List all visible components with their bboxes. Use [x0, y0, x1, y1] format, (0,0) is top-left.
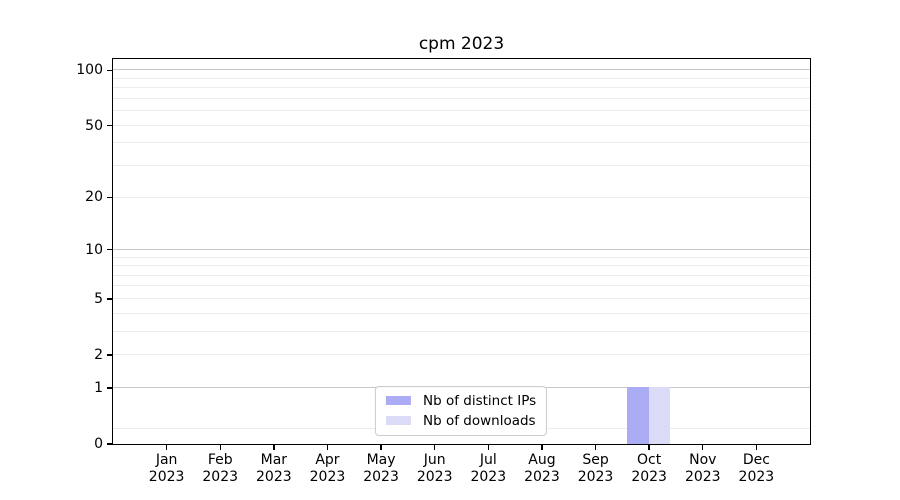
- x-tick-label-line: Jun: [423, 452, 446, 468]
- x-tick-mark-jan-2023: [165, 445, 168, 451]
- x-tick-label-mar-2023: Mar 2023: [244, 452, 304, 486]
- x-tick-label-aug-2023: Aug 2023: [512, 452, 572, 486]
- x-tick-label-line: Sep: [582, 452, 609, 468]
- y-tick-mark-10: [107, 249, 112, 251]
- x-tick-label-jun-2023: Jun 2023: [405, 452, 465, 486]
- gridline-90: [112, 77, 810, 79]
- x-tick-label-line: 2023: [684, 469, 721, 485]
- gridline-50: [112, 124, 810, 126]
- bar-nb-of-distinct-ips-oct-2023: [627, 387, 649, 444]
- legend-item-downloads: Nb of downloads: [386, 413, 536, 429]
- x-tick-mark-sep-2023: [594, 445, 597, 451]
- x-tick-mark-dec-2023: [755, 445, 758, 451]
- y-tick-mark-0: [107, 443, 112, 445]
- legend-swatch-distinct-ips: [386, 396, 412, 406]
- x-tick-label-line: 2023: [738, 469, 775, 485]
- legend-swatch-downloads: [386, 416, 412, 426]
- gridline-30: [112, 164, 810, 166]
- y-tick-label-5: 5: [94, 290, 103, 307]
- x-tick-label-nov-2023: Nov 2023: [673, 452, 733, 486]
- x-tick-label-line: Apr: [315, 452, 340, 468]
- x-tick-label-line: Mar: [260, 452, 288, 468]
- x-tick-label-oct-2023: Oct 2023: [619, 452, 679, 486]
- legend-label-downloads: Nb of downloads: [423, 412, 536, 429]
- x-tick-label-line: 2023: [416, 469, 453, 485]
- gridline-10: [112, 248, 810, 250]
- y-tick-mark-5: [107, 298, 112, 300]
- gridline-7: [112, 274, 810, 276]
- legend-label-distinct-ips: Nb of distinct IPs: [423, 392, 537, 409]
- x-tick-mark-oct-2023: [648, 445, 650, 451]
- y-tick-label-50: 50: [85, 117, 103, 134]
- x-tick-label-line: Dec: [742, 452, 770, 468]
- gridline-3: [112, 330, 810, 332]
- x-tick-label-line: Nov: [689, 452, 717, 468]
- x-tick-label-jan-2023: Jan 2023: [137, 452, 197, 486]
- gridline-4: [112, 312, 810, 314]
- gridline-60: [112, 110, 810, 112]
- x-tick-mark-jul-2023: [487, 445, 489, 451]
- x-tick-label-may-2023: May 2023: [351, 452, 411, 486]
- x-tick-label-sep-2023: Sep 2023: [566, 452, 626, 486]
- x-tick-label-line: 2023: [631, 469, 667, 485]
- gridline-100: [112, 69, 810, 71]
- y-tick-label-0: 0: [94, 436, 103, 452]
- chart-title: cpm 2023: [418, 34, 505, 54]
- y-tick-mark-1: [107, 387, 112, 389]
- plot-area: Nb of distinct IPs Nb of downloads: [111, 57, 811, 445]
- x-tick-label-line: Oct: [637, 452, 662, 468]
- x-tick-label-line: 2023: [256, 469, 292, 485]
- x-tick-label-jul-2023: Jul 2023: [458, 452, 518, 486]
- x-tick-label-dec-2023: Dec 2023: [726, 452, 786, 486]
- gridline-20: [112, 196, 810, 198]
- x-tick-mark-may-2023: [380, 445, 382, 451]
- x-tick-label-line: Feb: [207, 452, 233, 468]
- gridline-40: [112, 142, 810, 144]
- y-tick-mark-100: [107, 69, 112, 71]
- x-tick-label-apr-2023: Apr 2023: [297, 452, 357, 486]
- x-tick-label-line: 2023: [470, 469, 507, 485]
- y-tick-mark-2: [107, 354, 112, 356]
- x-tick-label-feb-2023: Feb 2023: [190, 452, 250, 486]
- gridline-5: [112, 297, 810, 299]
- gridline-80: [112, 87, 810, 89]
- x-tick-label-line: Aug: [528, 452, 556, 468]
- gridline-6: [112, 285, 810, 287]
- gridline-70: [112, 97, 810, 99]
- legend-item-distinct-ips: Nb of distinct IPs: [386, 393, 536, 409]
- x-tick-mark-aug-2023: [541, 445, 543, 451]
- x-tick-label-line: 2023: [309, 469, 346, 485]
- x-tick-mark-nov-2023: [702, 445, 704, 451]
- y-tick-label-2: 2: [94, 347, 103, 364]
- x-tick-mark-feb-2023: [219, 445, 221, 451]
- y-tick-label-20: 20: [85, 189, 103, 206]
- y-tick-label-10: 10: [85, 241, 103, 258]
- x-tick-label-line: Jan: [155, 452, 178, 468]
- x-tick-mark-mar-2023: [273, 445, 275, 451]
- gridline-9: [112, 256, 810, 258]
- gridline-8: [112, 265, 810, 267]
- bar-nb-of-downloads-oct-2023: [648, 387, 671, 444]
- x-tick-label-line: 2023: [363, 469, 399, 485]
- legend: Nb of distinct IPs Nb of downloads: [375, 385, 548, 436]
- x-tick-mark-apr-2023: [326, 445, 329, 451]
- x-tick-label-line: 2023: [577, 469, 614, 485]
- y-tick-mark-50: [107, 124, 112, 127]
- x-tick-label-line: Jul: [479, 452, 497, 468]
- y-tick-mark-20: [107, 196, 112, 199]
- x-tick-label-line: May: [366, 452, 396, 468]
- y-tick-label-1: 1: [94, 379, 103, 396]
- x-tick-label-line: 2023: [202, 469, 239, 485]
- x-tick-label-line: 2023: [148, 469, 185, 485]
- x-tick-mark-jun-2023: [433, 445, 436, 451]
- x-tick-label-line: 2023: [524, 469, 560, 485]
- gridline-2: [112, 354, 810, 356]
- y-tick-label-100: 100: [76, 62, 103, 79]
